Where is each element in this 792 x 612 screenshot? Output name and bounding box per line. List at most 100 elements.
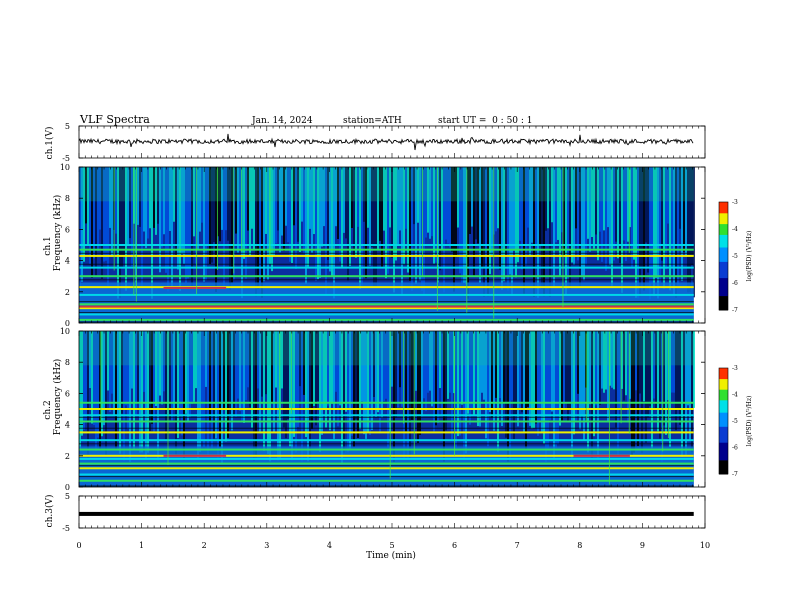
ch1-spec-noise-column bbox=[381, 167, 383, 269]
ch2-spec-noise-column bbox=[589, 331, 591, 405]
ch2-spec-noise-column bbox=[477, 331, 479, 427]
ch1-spec-noise-column bbox=[455, 167, 457, 258]
ch1-spec-noise-column bbox=[411, 167, 413, 291]
ch2-spec-noise-column bbox=[367, 331, 369, 432]
x-tick-label: 10 bbox=[700, 541, 710, 550]
ch2-spec-noise-column bbox=[203, 331, 205, 447]
ch2-spec-noise-column bbox=[177, 331, 179, 438]
ch2-spec-noise-column bbox=[341, 331, 343, 464]
ch2-spec-colorbar-cell bbox=[719, 463, 728, 466]
ch2-spec-spike bbox=[628, 331, 630, 434]
ch2-spec-noise-column bbox=[483, 331, 485, 400]
ch2-spec-noise-column bbox=[333, 331, 335, 439]
ch1-spec-noise-column bbox=[271, 167, 273, 272]
ch1-spec-noise-column bbox=[175, 167, 177, 256]
ch2-spec-noise-column bbox=[137, 331, 139, 404]
ch2-spec-band-line bbox=[79, 401, 694, 404]
ch1-spec-noise-column bbox=[653, 167, 655, 297]
ch2-spec-noise-column bbox=[117, 331, 119, 422]
ch2-spec-band-line bbox=[79, 462, 694, 465]
ch2-spec-noise-column bbox=[227, 331, 229, 438]
ch1-spec-spike bbox=[113, 167, 115, 271]
ch1-spec-noise-column bbox=[287, 167, 289, 243]
ch2-spec-colorbar-cell bbox=[719, 412, 728, 415]
ch1-spec-noise-column bbox=[463, 167, 465, 284]
ch2-spec-colorbar-cell bbox=[719, 385, 728, 388]
ch1-spec-noise-column bbox=[329, 167, 331, 272]
ch1-spec-noise-column bbox=[207, 167, 209, 245]
ch1-spec-noise-column bbox=[481, 167, 483, 268]
ch2-spec-noise-column bbox=[395, 331, 397, 418]
ch1-spec-noise-column bbox=[585, 167, 587, 265]
ch2-spec-colorbar-cell bbox=[719, 369, 728, 373]
ch2-spec-noise-column bbox=[501, 331, 503, 427]
ch2-spec-noise-column bbox=[535, 331, 537, 424]
ch2-spec-colorbar-cell bbox=[719, 454, 728, 457]
ch1-spec-noise-column bbox=[145, 167, 147, 249]
ch2-spec-noise-column bbox=[427, 331, 429, 393]
ch2-spec-band-line bbox=[79, 431, 694, 434]
ch2-spec-noise-column bbox=[639, 331, 641, 394]
ch2-spec-colorbar-cell bbox=[719, 461, 728, 464]
ch1-spec-noise-column bbox=[219, 167, 221, 242]
ch1-spec-noise-column bbox=[693, 167, 695, 298]
ch1-spec-noise-column bbox=[193, 167, 195, 237]
ch2-spec-noise-column bbox=[633, 331, 635, 453]
ch2-spec-noise-column bbox=[685, 331, 687, 457]
ch1-spec-noise-column bbox=[277, 167, 279, 231]
ch2-spec-colorbar-cell bbox=[719, 421, 728, 424]
ch1-spec-noise-column bbox=[511, 167, 513, 296]
ch1-spec-colorbar-cell bbox=[719, 203, 728, 207]
ch1-spec-noise-column bbox=[601, 167, 603, 262]
ch1-spec-colorbar-cell bbox=[719, 288, 728, 291]
ch1-spec-colorbar-cell bbox=[719, 211, 728, 214]
ch2-spec-noise-column bbox=[359, 331, 361, 430]
ch1-spec-noise-column bbox=[583, 167, 585, 281]
ch2-spec-noise-column bbox=[673, 331, 675, 393]
ch1-spec-noise-column bbox=[423, 167, 425, 296]
ch2-spec-band-line bbox=[79, 479, 694, 482]
ch1-spec-noise-column bbox=[565, 167, 567, 295]
ch2-spec-noise-column bbox=[325, 331, 327, 428]
ch1-spec-band-line bbox=[79, 307, 694, 310]
ch2-spec-noise-column bbox=[475, 331, 477, 401]
ch1-spec-noise-column bbox=[229, 167, 231, 290]
ch2-spec-noise-column bbox=[397, 331, 399, 408]
ch2-spec-noise-column bbox=[375, 331, 377, 417]
ch1-spec-noise-column bbox=[483, 167, 485, 297]
ch2-spec-noise-column bbox=[255, 331, 257, 458]
ch2-spec-noise-column bbox=[311, 331, 313, 429]
ch1-spec-noise-column bbox=[403, 167, 405, 265]
ch1-spec-noise-column bbox=[149, 167, 151, 229]
ch1-spec-noise-column bbox=[367, 167, 369, 228]
ch2-spec-noise-column bbox=[457, 331, 459, 437]
ch2-spec-noise-column bbox=[661, 331, 663, 462]
ch2-spec-noise-column bbox=[533, 331, 535, 429]
ch1-spec-noise-column bbox=[635, 167, 637, 298]
ch2-spec-spike bbox=[620, 331, 622, 424]
ch2-spec-noise-column bbox=[235, 331, 237, 417]
ch2-spec-colorbar-cell bbox=[719, 470, 728, 473]
ch1-spec-noise-column bbox=[681, 167, 683, 282]
ch2-spec-noise-column bbox=[537, 331, 539, 436]
ch1-spec-colorbar-cell bbox=[719, 272, 728, 275]
ch1-spec-gap-line bbox=[79, 321, 694, 323]
ch1-spec-noise-column bbox=[459, 167, 461, 274]
ch2-spec-noise-column bbox=[373, 331, 375, 397]
ch2-spec-noise-column bbox=[197, 331, 199, 460]
ch2-spec-noise-column bbox=[611, 331, 613, 388]
ch1-spec-noise-column bbox=[419, 167, 421, 281]
ch2-spec-spike bbox=[585, 331, 587, 422]
ch1-spec-noise-column bbox=[379, 167, 381, 241]
ch1-spec-noise-column bbox=[659, 167, 661, 283]
ch2-spec-colorbar-cell bbox=[719, 410, 728, 413]
ch1-spec-noise-column bbox=[303, 167, 305, 254]
ch1-spec-noise-column bbox=[509, 167, 511, 275]
ch2-spec-colorbar-tick: -5 bbox=[732, 418, 738, 425]
ch1-spec-noise-column bbox=[637, 167, 639, 299]
ch1-spec-noise-column bbox=[357, 167, 359, 227]
ch1-spec-noise-column bbox=[317, 167, 319, 280]
ch1-spec-colorbar-cell bbox=[719, 254, 728, 257]
ch1-spec-noise-column bbox=[251, 167, 253, 229]
ch2-spec-noise-column bbox=[283, 331, 285, 428]
